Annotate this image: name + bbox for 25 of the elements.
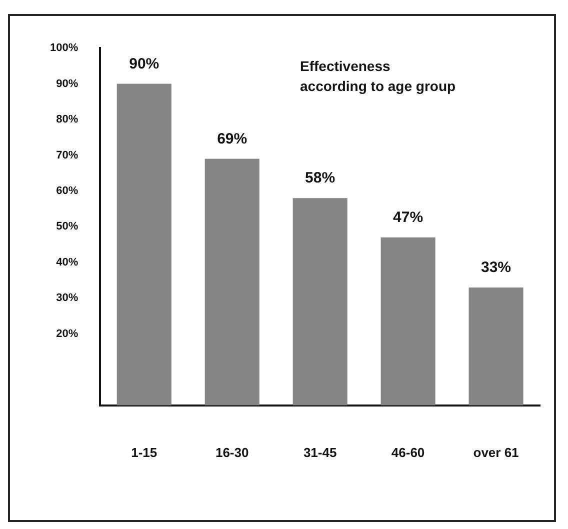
y-tick-label: 60% [56, 184, 78, 197]
bar [116, 84, 172, 406]
x-tick-label: 46-60 [391, 444, 425, 460]
y-tick-label: 80% [56, 114, 78, 126]
y-tick-label: 70% [56, 149, 78, 162]
y-tick-label: 90% [56, 78, 78, 90]
text: Effectiveness according to age group [300, 58, 456, 94]
y-tick-label: 30% [56, 292, 78, 304]
x-tick-label: 1-15 [131, 444, 158, 460]
x-tick-label: over 61 [473, 444, 519, 460]
data-label: 58% [305, 170, 336, 187]
data-label: 47% [393, 209, 424, 226]
y-tick-label: 100% [50, 42, 78, 54]
data-label: 90% [129, 55, 160, 72]
bar [292, 198, 348, 406]
bar [380, 237, 436, 406]
x-tick-label: 31-45 [303, 444, 337, 460]
y-tick-label: 40% [56, 256, 78, 268]
bar [204, 158, 260, 406]
y-tick-label: 50% [56, 220, 78, 233]
x-tick-label: 16-30 [215, 444, 249, 460]
bar [468, 287, 524, 406]
data-label: 33% [481, 259, 512, 276]
y-tick-label: 20% [56, 328, 78, 340]
data-label: 69% [217, 130, 248, 148]
